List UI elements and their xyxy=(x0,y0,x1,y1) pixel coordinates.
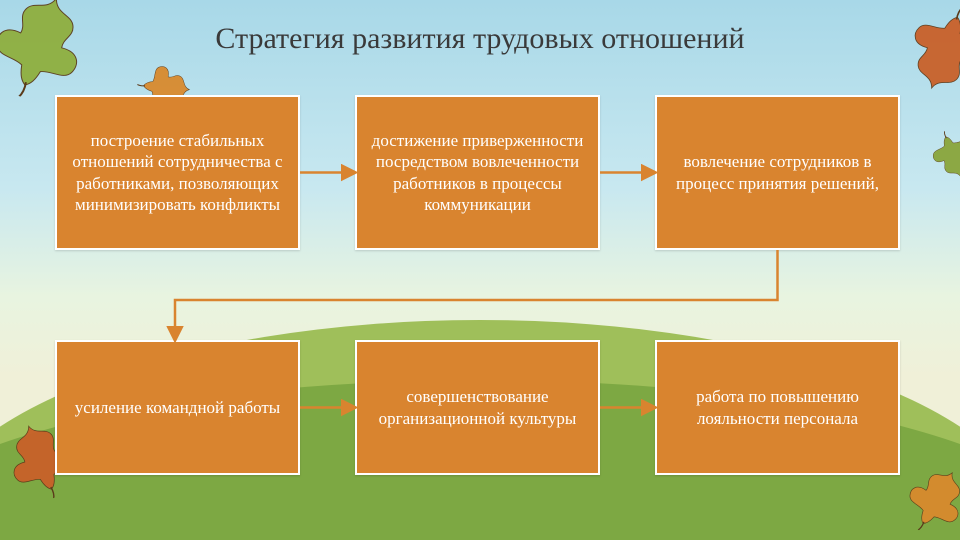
slide-title: Стратегия развития трудовых отношений xyxy=(0,22,960,56)
flow-box-b4: усиление командной работы xyxy=(55,340,300,475)
flow-box-b3: вовлечение сотрудников в процесс приняти… xyxy=(655,95,900,250)
flow-box-b2: достижение приверженности посредством во… xyxy=(355,95,600,250)
flow-box-b5: совершенствование организационной культу… xyxy=(355,340,600,475)
slide-stage: Стратегия развития трудовых отношений по… xyxy=(0,0,960,540)
flow-box-b6: работа по повышению лояльности персонала xyxy=(655,340,900,475)
flow-box-b1: построение стабильных отношений сотрудни… xyxy=(55,95,300,250)
